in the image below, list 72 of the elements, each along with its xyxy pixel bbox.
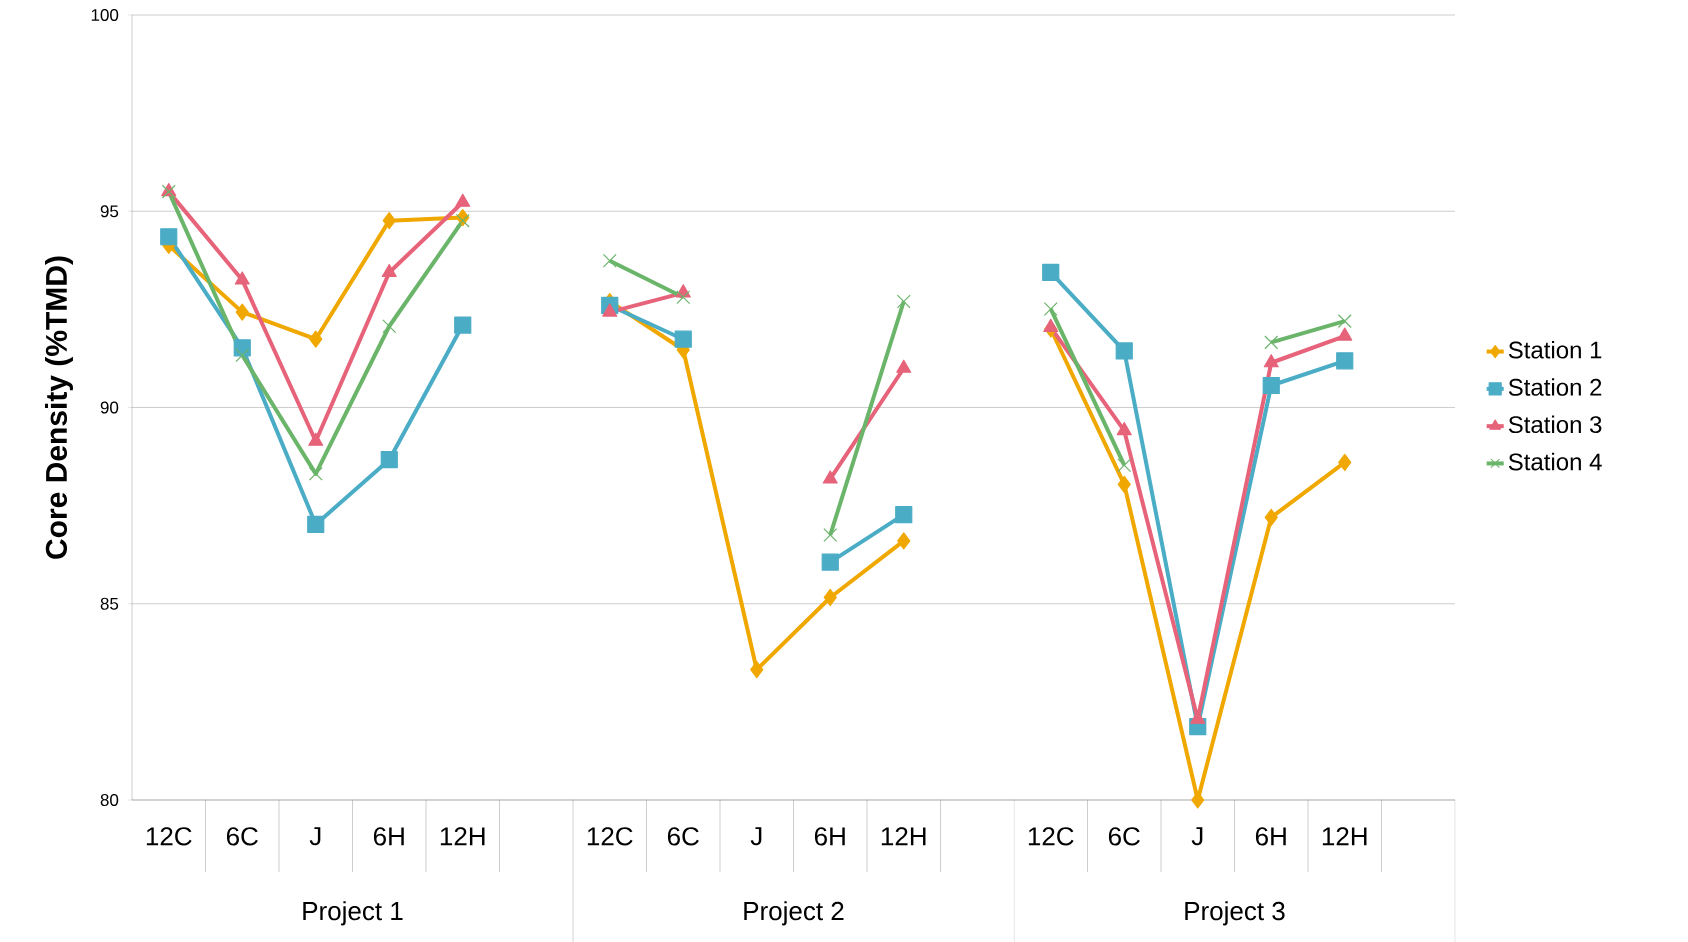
point [1336, 352, 1354, 370]
point [160, 228, 178, 246]
x-tick-label: J [750, 827, 762, 846]
x-tick-label: 12H [440, 827, 485, 846]
y-tick-label: 85 [100, 597, 119, 610]
point [676, 290, 691, 305]
point [1043, 318, 1059, 333]
point [308, 432, 324, 446]
point [1263, 354, 1279, 368]
point [1337, 314, 1352, 329]
point [1262, 376, 1280, 395]
point [822, 470, 838, 484]
point [235, 303, 249, 321]
point [309, 330, 323, 348]
point [602, 253, 617, 268]
x-tick-label: 6H [373, 827, 404, 846]
x-tick-label: J [1191, 827, 1203, 846]
point [602, 303, 618, 317]
x-tick-label: 6C [1108, 827, 1140, 846]
point [896, 359, 912, 373]
y-tick-label: 100 [91, 8, 119, 22]
text: Project 2 [744, 901, 844, 926]
x-tick-label: J [309, 827, 321, 846]
y-axis-title: Core Density (%TMD) [45, 256, 73, 559]
point [455, 193, 471, 207]
legend-label: Station 1 [1508, 340, 1602, 359]
point [1264, 335, 1279, 350]
y-tick-label: 80 [100, 793, 119, 807]
legend-label: Station 3 [1508, 415, 1602, 434]
y-tick-label: 95 [100, 205, 119, 218]
x-tick-label: 6H [814, 827, 845, 846]
point [896, 294, 911, 309]
x-tick-label: 12H [1322, 827, 1367, 846]
point [823, 588, 837, 607]
point [1338, 453, 1352, 472]
point [895, 506, 913, 524]
legend-label: Station 2 [1508, 378, 1602, 396]
point [750, 661, 764, 679]
point [1042, 263, 1060, 282]
point [454, 316, 472, 334]
point [307, 515, 325, 534]
point [308, 466, 323, 481]
point [234, 271, 250, 285]
point [455, 213, 470, 228]
point [233, 339, 251, 357]
x-tick-label: 12C [587, 827, 633, 846]
x-tick-label: 6H [1255, 827, 1286, 846]
text: Project 3 [1185, 901, 1285, 926]
point [381, 263, 397, 278]
text: Project 1 [303, 901, 403, 926]
point [897, 532, 911, 550]
x-tick-label: 12C [1028, 827, 1074, 846]
x-tick-label: 6C [667, 827, 699, 846]
point [674, 330, 692, 348]
x-tick-label: 12H [881, 827, 926, 846]
point [821, 553, 839, 571]
point [380, 451, 398, 469]
point [1191, 791, 1205, 809]
point [1117, 458, 1132, 473]
point [1337, 327, 1353, 341]
point [1264, 508, 1278, 526]
legend-label: Station 4 [1508, 452, 1602, 471]
y-tick-label: 90 [100, 401, 119, 414]
point [1117, 475, 1131, 494]
point [1116, 422, 1132, 436]
point [235, 348, 250, 363]
point [1115, 342, 1133, 360]
point [382, 212, 396, 230]
x-tick-label: 6C [226, 827, 258, 846]
x-tick-label: 12C [146, 827, 192, 846]
point [1043, 302, 1058, 316]
point [823, 528, 838, 543]
